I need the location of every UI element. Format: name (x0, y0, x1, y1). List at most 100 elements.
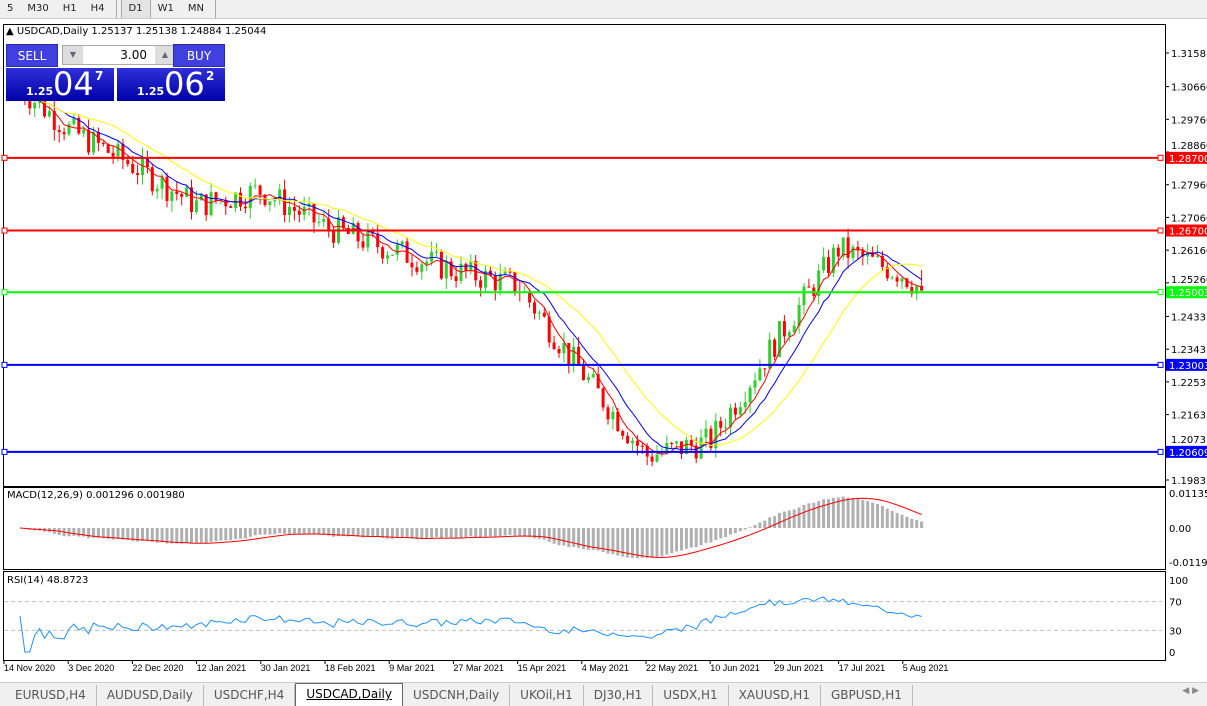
macd-signal-line (19, 497, 922, 559)
level-handle (1, 448, 8, 455)
sell-button[interactable]: SELL (6, 44, 58, 67)
candle (596, 374, 600, 389)
candle (341, 217, 345, 228)
candle (449, 261, 453, 277)
chart-tab[interactable]: DJ30,H1 (584, 685, 654, 706)
date-axis-label: 29 Jun 2021 (774, 663, 824, 673)
candle (327, 218, 331, 230)
candle (880, 255, 884, 267)
candle (586, 377, 590, 380)
buy-button[interactable]: BUY (173, 44, 225, 67)
candle (484, 270, 487, 288)
date-axis-label: 10 Jun 2021 (710, 663, 760, 673)
price-axis-label: 1.31585 (1171, 49, 1207, 60)
buy-price-prefix: 1.25 (137, 85, 165, 98)
candle (263, 194, 267, 206)
tf-h1[interactable]: H1 (62, 3, 77, 14)
macd-axis-label: 0.00 (1169, 524, 1191, 535)
buy-price-fraction: 2 (206, 69, 215, 83)
candle (758, 368, 762, 381)
candle (479, 280, 483, 288)
price-axis-label: 1.26160 (1171, 246, 1207, 257)
level-price-label: 1.23003 (1169, 361, 1207, 372)
candle (817, 270, 821, 296)
chart-tab[interactable]: USDCAD,Daily (295, 683, 403, 706)
tf-h4[interactable]: H4 (90, 3, 105, 14)
level-handle (1, 227, 8, 234)
price-axis-label: 1.30660 (1171, 83, 1207, 94)
date-axis-label: 22 May 2021 (646, 663, 698, 673)
ma-mid-line (19, 87, 922, 451)
candle (655, 454, 659, 462)
candle (268, 201, 272, 206)
level-handle (1157, 448, 1164, 455)
tf-m5[interactable]: 5 (7, 3, 14, 14)
candle (52, 111, 56, 131)
candle (533, 302, 536, 314)
candle (439, 251, 443, 279)
lot-size-input[interactable]: ▼ 3.00 ▲ (62, 45, 176, 65)
chart-tab[interactable]: EURUSD,H4 (5, 685, 97, 706)
price-chart[interactable]: 1.31585 1.30660 1.29760 1.28860 1.27960 1.270… (0, 19, 1207, 682)
lot-increase-icon[interactable]: ▲ (155, 46, 175, 64)
chart-tab[interactable]: XAUUSD,H1 (729, 685, 821, 706)
candle (43, 99, 46, 117)
sell-price[interactable]: 1.25 04 7 (6, 65, 114, 103)
candle (390, 254, 394, 256)
candle (253, 185, 257, 187)
ma-slow-line (19, 87, 922, 446)
sell-price-fraction: 7 (95, 69, 104, 83)
candle (33, 102, 37, 109)
lot-decrease-icon[interactable]: ▼ (63, 46, 83, 64)
candle (214, 192, 218, 201)
tf-d1[interactable]: D1 (120, 0, 151, 18)
tab-scroll-arrows[interactable]: ◀ ▶ (1182, 686, 1199, 696)
candle (155, 188, 159, 192)
level-handle (1157, 227, 1164, 234)
date-axis-label: 30 Jan 2021 (261, 663, 311, 673)
macd-label: MACD(12,26,9) 0.001296 0.001980 (7, 490, 185, 501)
candle (430, 251, 434, 262)
candle (312, 203, 316, 223)
candle (729, 407, 732, 428)
price-axis-label: 1.20735 (1171, 435, 1207, 446)
tf-m30[interactable]: M30 (27, 3, 49, 14)
candle (47, 111, 51, 117)
level-price-label: 1.20609 (1169, 448, 1207, 459)
chart-tab[interactable]: USDCHF,H4 (204, 685, 296, 706)
candle (846, 237, 850, 258)
candle (87, 129, 91, 153)
candle (841, 237, 845, 257)
candle (317, 221, 321, 223)
candle (258, 185, 262, 195)
lot-value[interactable]: 3.00 (120, 48, 147, 62)
chart-tab[interactable]: UKOil,H1 (510, 685, 584, 706)
candle (395, 244, 399, 255)
candle (557, 349, 561, 354)
tf-w1[interactable]: W1 (157, 3, 174, 14)
candle (719, 420, 723, 428)
candle (175, 191, 179, 195)
timeframe-toolbar: 5 M30 H1 H4 D1 W1 MN (0, 0, 1207, 19)
candle (332, 229, 336, 243)
candle (763, 368, 767, 370)
chart-tab[interactable]: GBPUSD,H1 (821, 685, 913, 706)
candle (895, 277, 899, 282)
date-axis-label: 4 May 2021 (582, 663, 629, 673)
candle (626, 435, 630, 444)
date-axis-label: 5 Aug 2021 (903, 663, 949, 673)
candle (920, 285, 924, 291)
tf-mn[interactable]: MN (187, 3, 204, 14)
candle (905, 278, 909, 288)
chart-tab[interactable]: USDX,H1 (653, 685, 729, 706)
rsi-axis-label: 0 (1169, 648, 1175, 659)
pane-frame (3, 24, 1166, 487)
price-axis-label: 1.25260 (1171, 275, 1207, 286)
buy-price[interactable]: 1.25 06 2 (117, 65, 225, 103)
chart-tab[interactable]: USDCNH,Daily (403, 685, 511, 706)
chart-tab[interactable]: AUDUSD,Daily (97, 685, 204, 706)
candle (900, 278, 904, 282)
candle (582, 365, 585, 380)
level-handle (1157, 154, 1164, 161)
candle (444, 261, 448, 279)
